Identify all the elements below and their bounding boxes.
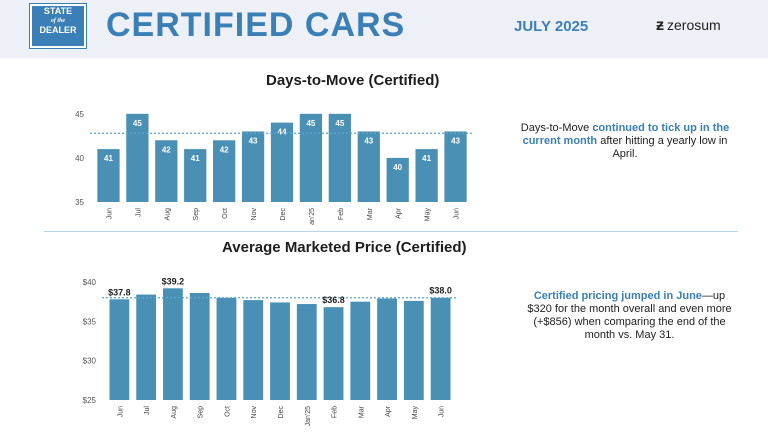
bar <box>296 304 317 400</box>
x-tick-label: Apr <box>385 405 392 417</box>
note-price-highlight: Certified pricing jumped in June <box>533 290 702 302</box>
logo-line-1: STATE <box>43 6 73 16</box>
x-tick-label: Jul <box>144 406 151 415</box>
bar <box>155 140 178 202</box>
bar <box>213 140 236 202</box>
bar <box>328 113 351 202</box>
price-note: Certified pricing jumped in June—up $320… <box>522 290 737 342</box>
x-tick-label: Jun <box>117 406 124 417</box>
bar-value-label: 45 <box>133 119 142 128</box>
x-tick-label: Feb <box>338 208 345 220</box>
x-tick-label: Jun <box>454 208 461 219</box>
report-date: JULY 2025 <box>514 18 589 35</box>
x-tick-label: Jul <box>135 208 142 217</box>
x-tick-label: Aug <box>164 208 171 221</box>
bar <box>270 302 290 400</box>
brand-name: zerosum <box>667 17 721 33</box>
y-tick-label: $25 <box>83 396 97 405</box>
x-tick-label: Apr <box>396 207 403 219</box>
logo-line-3: DEALER <box>39 25 77 35</box>
bar-value-label: 45 <box>306 119 315 128</box>
bar <box>97 149 120 202</box>
bar <box>323 307 344 400</box>
x-tick-label: May <box>412 406 419 420</box>
bar-value-label: 41 <box>191 154 200 163</box>
y-tick-label: 45 <box>75 110 84 119</box>
y-tick-label: $30 <box>83 357 97 366</box>
bar-value-label: 40 <box>393 163 402 172</box>
bar-value-label: 41 <box>104 154 113 163</box>
chart-title-marketed-price: Average Marketed Price (Certified) <box>222 239 467 256</box>
brand-logo: ƶ zerosum <box>656 17 721 35</box>
bar-value-label: 43 <box>249 136 258 145</box>
x-tick-label: Sep <box>193 208 200 221</box>
bar-annotation: $36.8 <box>322 295 345 305</box>
x-tick-label: Oct <box>224 406 231 417</box>
y-tick-label: 35 <box>75 198 84 207</box>
bar <box>189 293 210 400</box>
bar <box>126 113 149 202</box>
days-to-move-chart: 35 40 45 41 Jun 45 Jul 42 Aug 41 Sep 42 Oct 43 Nov 44 De… <box>75 110 472 225</box>
note-dtm-highlight: continued to tick up in the current mont… <box>522 122 730 147</box>
bar <box>444 131 467 202</box>
bar-value-label: 42 <box>220 145 229 154</box>
bar-value-label: 45 <box>335 119 344 128</box>
bar <box>163 288 183 400</box>
x-tick-label: Nov <box>251 406 258 419</box>
x-tick-label: Nov <box>251 208 258 221</box>
marketed-price-chart: $25 $30 $35 $40 Jun Jul Aug Sep Oct Nov Dec Jan'25 F… <box>83 276 456 427</box>
note-dtm-part1: Days-to-Move <box>520 122 593 134</box>
bar <box>109 299 130 400</box>
bar-value-label: 43 <box>364 136 373 145</box>
bar <box>386 157 409 202</box>
y-tick-label: $35 <box>83 317 97 326</box>
bar <box>350 301 371 400</box>
bar <box>415 149 438 202</box>
bar-value-label: 43 <box>451 136 460 145</box>
x-tick-label: Jun <box>106 208 113 219</box>
x-tick-label: Jan'25 <box>309 208 316 225</box>
x-tick-label: Jan'25 <box>305 406 312 427</box>
x-tick-label: Mar <box>358 405 365 418</box>
bar-annotation: $39.2 <box>162 276 185 286</box>
bar <box>357 131 380 202</box>
bar <box>430 297 451 400</box>
bar-value-label: 41 <box>422 154 431 163</box>
x-tick-label: May <box>425 208 432 222</box>
logo-line-2: of the <box>50 18 66 24</box>
note-dtm-part2: after hitting a yearly low in April. <box>597 135 728 160</box>
state-of-the-dealer-logo: STATE of the DEALER <box>29 3 87 49</box>
chart-title-days-to-move: Days-to-Move (Certified) <box>266 72 440 89</box>
x-tick-label: Dec <box>278 406 285 419</box>
x-tick-label: Aug <box>171 406 178 419</box>
x-tick-label: Jun <box>439 406 446 417</box>
x-tick-label: Oct <box>222 208 229 219</box>
bar-annotation: $38.0 <box>429 286 452 296</box>
bar <box>403 300 424 400</box>
y-tick-label: $40 <box>83 278 97 287</box>
bar <box>243 300 264 400</box>
bar <box>377 298 397 400</box>
days-to-move-note: Days-to-Move continued to tick up in the… <box>520 122 730 161</box>
note-price-part1: —up $320 for the month overall and even … <box>527 290 732 341</box>
section-divider <box>44 231 738 232</box>
bar-annotation: $37.8 <box>108 287 131 297</box>
bar-value-label: 44 <box>278 128 287 137</box>
x-tick-label: Mar <box>367 207 374 220</box>
x-tick-label: Dec <box>280 208 287 221</box>
bar-value-label: 42 <box>162 145 171 154</box>
y-tick-label: 40 <box>75 154 84 163</box>
bar <box>136 294 157 400</box>
bar <box>299 113 323 202</box>
bar <box>270 122 294 202</box>
x-tick-label: Feb <box>332 406 339 418</box>
header-bar: STATE of the DEALER CERTIFIED CARS JULY … <box>0 0 768 58</box>
z-logo-icon: ƶ <box>656 17 664 34</box>
bar <box>216 297 237 400</box>
bar <box>241 131 265 202</box>
bar <box>184 149 207 202</box>
page-title: CERTIFIED CARS <box>106 6 406 44</box>
x-tick-label: Sep <box>198 406 205 419</box>
